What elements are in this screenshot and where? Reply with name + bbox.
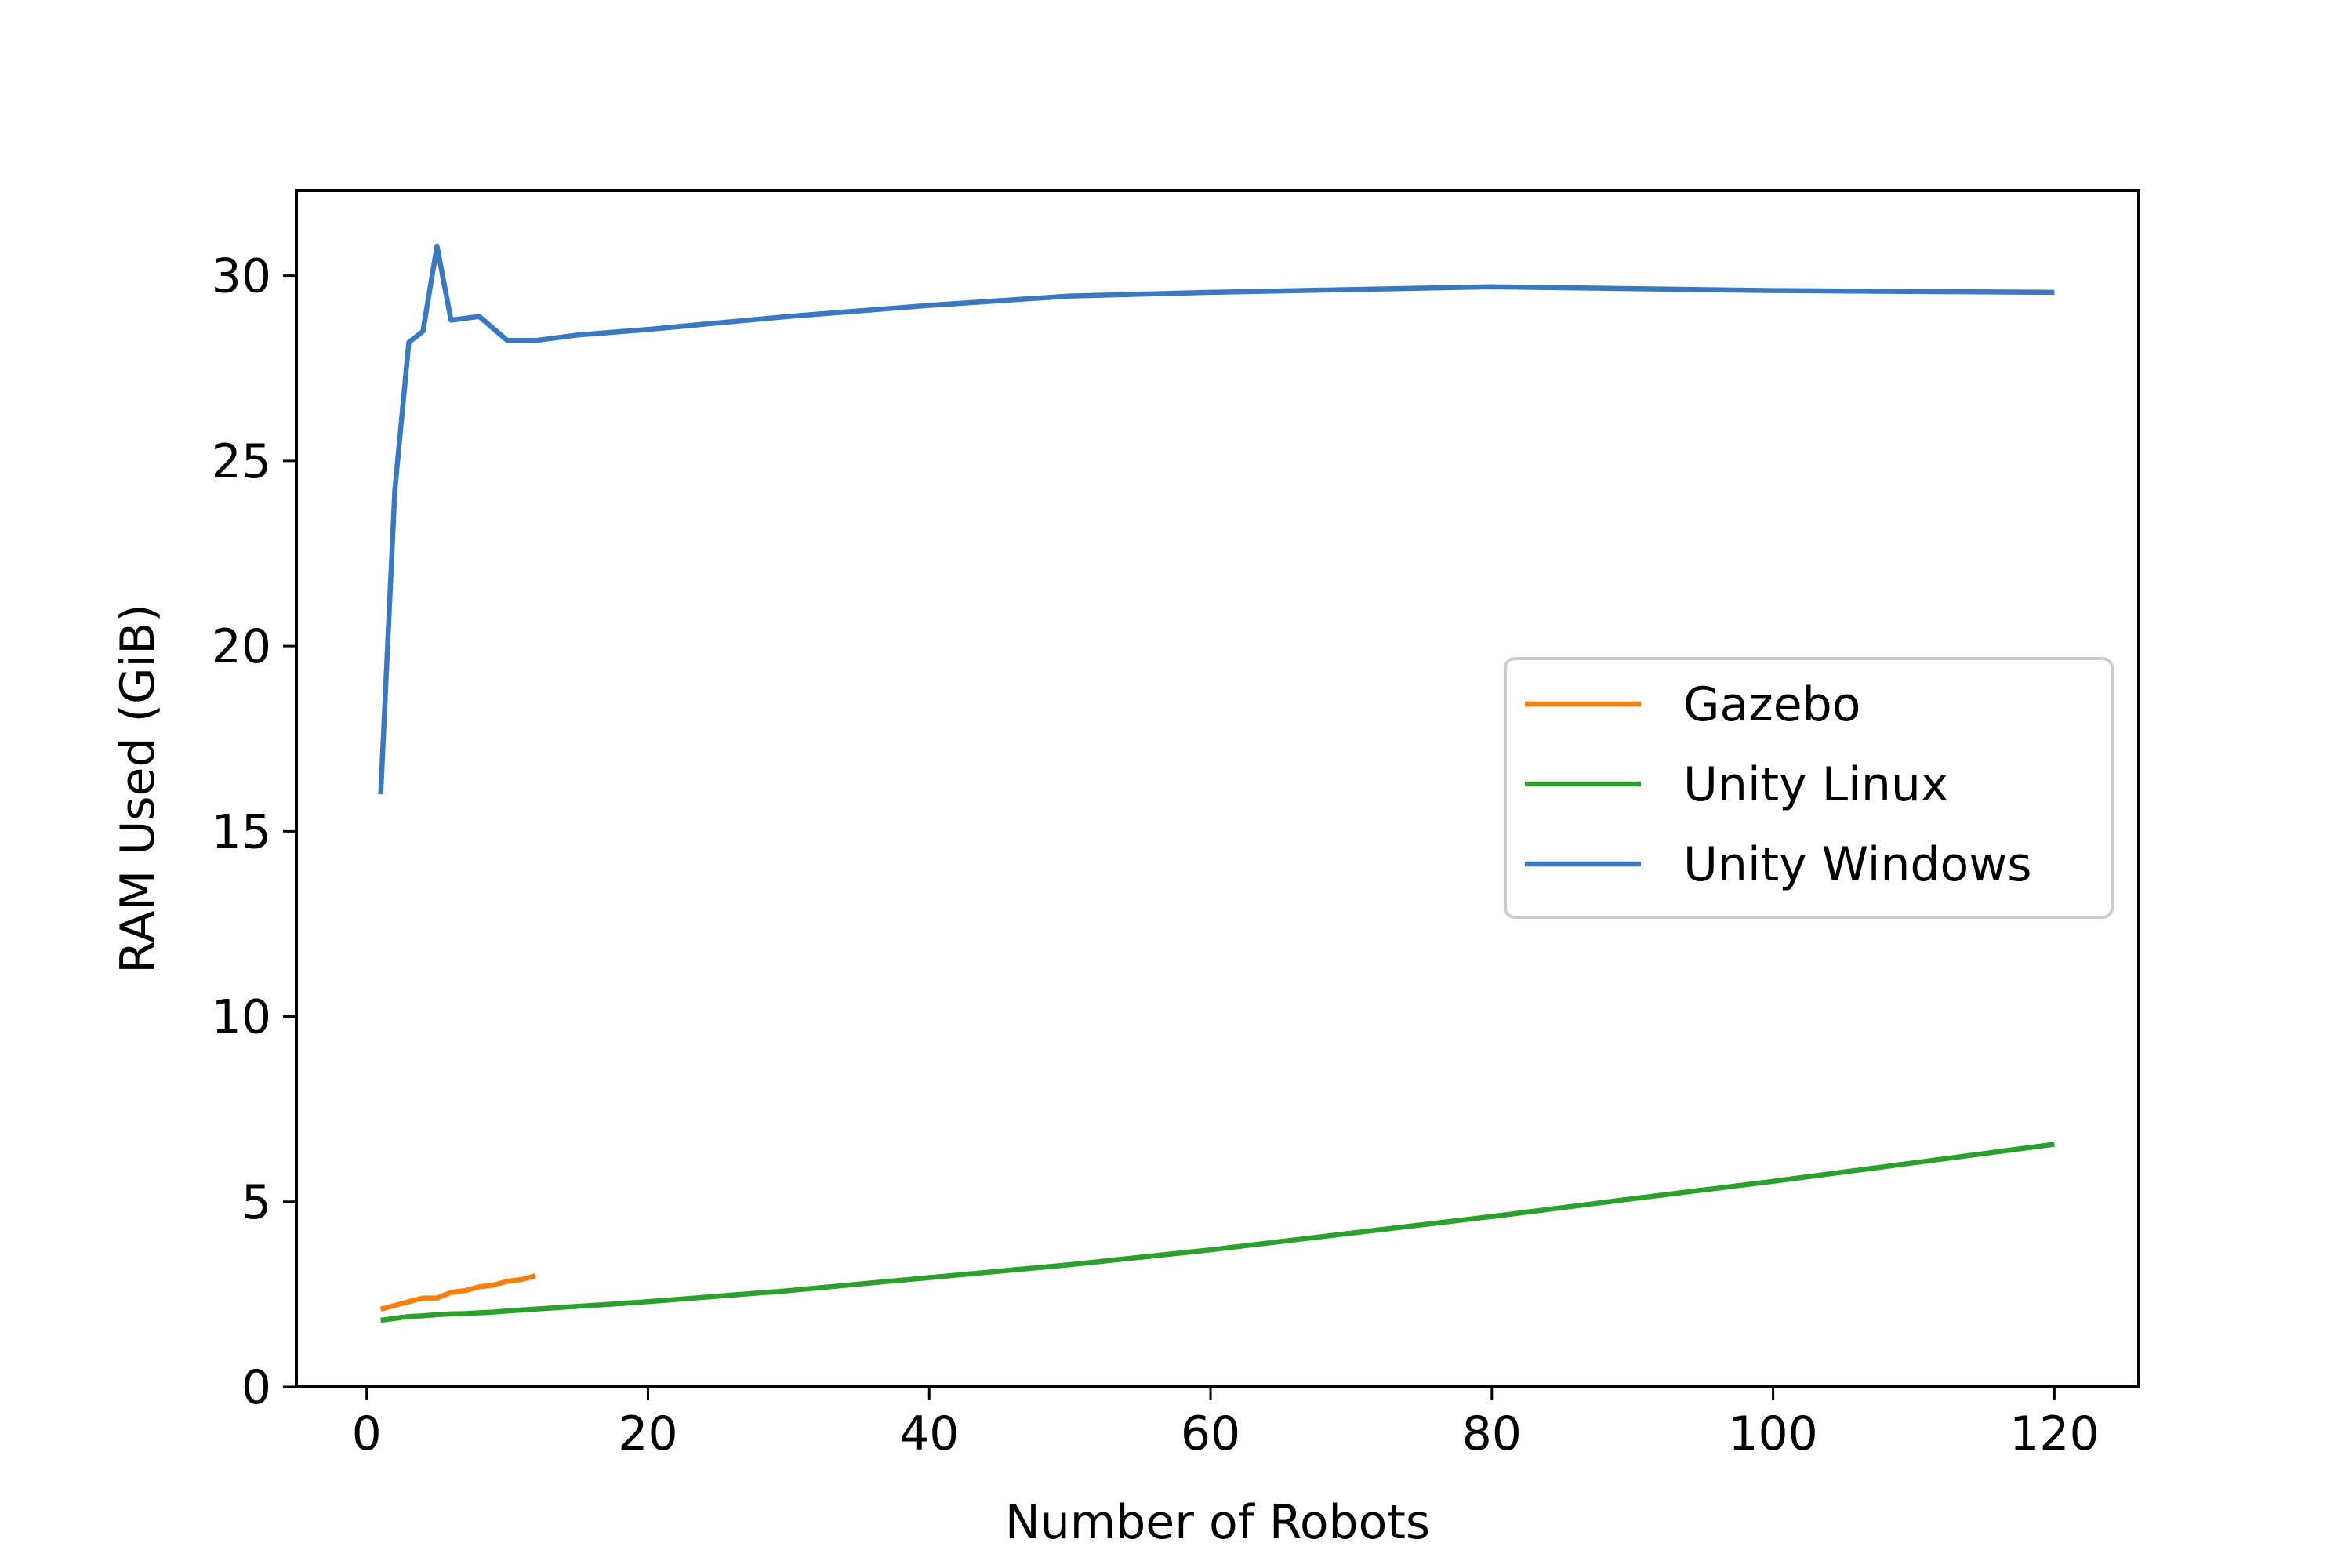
- x-axis-label: Number of Robots: [1005, 1495, 1430, 1550]
- x-tick-label: 0: [352, 1406, 382, 1461]
- y-tick-label: 30: [212, 249, 271, 304]
- x-axis-ticks: 0 20 40 60 80 100 120: [352, 1387, 2100, 1461]
- legend: Gazebo Unity Linux Unity Windows: [1504, 657, 2114, 919]
- y-tick-label: 15: [212, 804, 271, 859]
- plot-frame: [295, 189, 2140, 1388]
- x-tick-label: 80: [1462, 1406, 1522, 1461]
- legend-box: [1504, 657, 2114, 919]
- legend-label: Gazebo: [1683, 677, 1860, 732]
- y-tick-label: 0: [241, 1360, 271, 1415]
- y-tick-label: 10: [212, 990, 271, 1045]
- legend-label: Unity Linux: [1683, 757, 1948, 812]
- y-axis-label: RAM Used (GiB): [111, 604, 165, 974]
- x-tick-label: 20: [618, 1406, 677, 1461]
- y-tick-label: 25: [212, 434, 271, 489]
- y-tick-label: 20: [212, 619, 271, 674]
- y-tick-label: 5: [241, 1175, 271, 1230]
- x-tick-label: 60: [1181, 1406, 1240, 1461]
- x-tick-label: 40: [899, 1406, 959, 1461]
- x-tick-label: 100: [1728, 1406, 1818, 1461]
- y-axis-ticks: 0 5 10 15 20 25 30: [212, 249, 296, 1415]
- legend-label: Unity Windows: [1683, 837, 2032, 892]
- series-line-unity-windows: [378, 243, 2055, 795]
- series-line-unity-linux: [380, 1142, 2055, 1323]
- x-tick-label: 120: [2009, 1406, 2100, 1461]
- series-layer: [378, 243, 2055, 1323]
- series-line-gazebo: [379, 1273, 536, 1312]
